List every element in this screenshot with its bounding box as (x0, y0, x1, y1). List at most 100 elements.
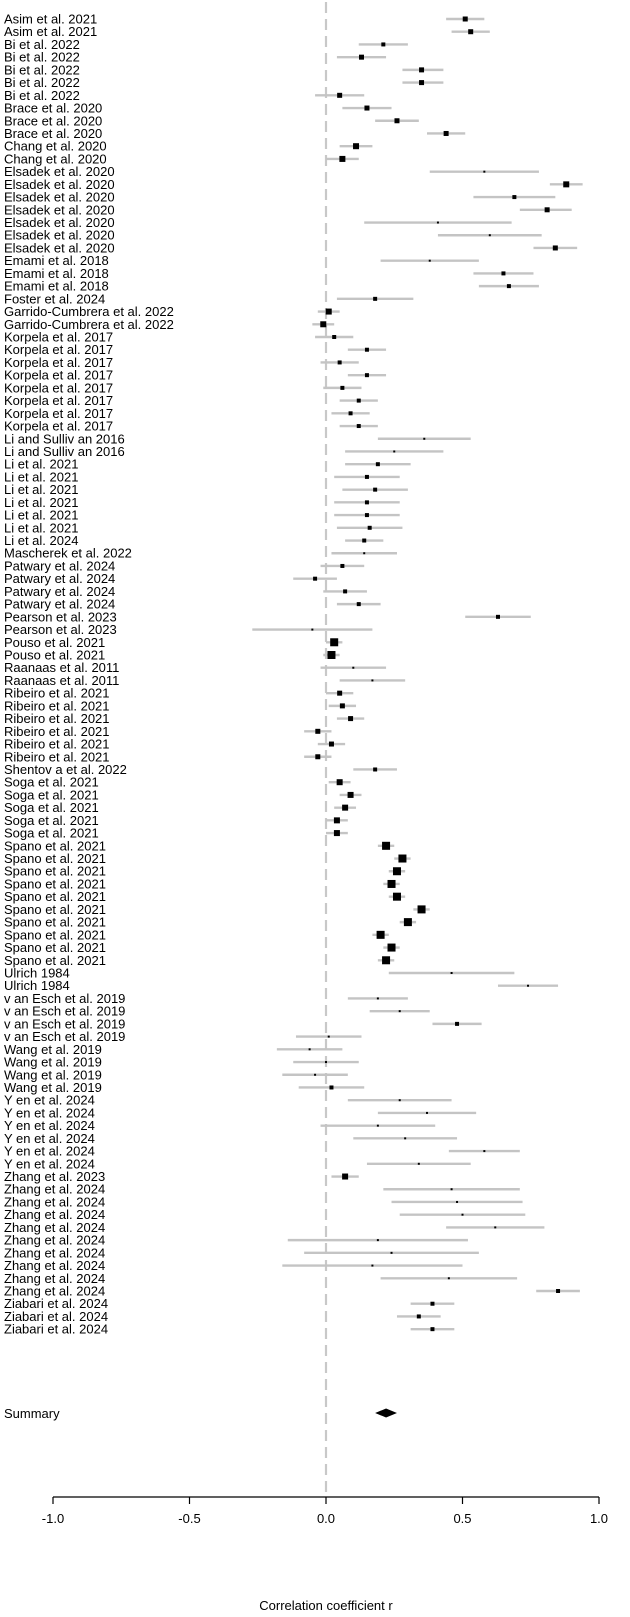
study-point (364, 347, 369, 352)
study-point (371, 1264, 374, 1267)
study-label: Soga et al. 2021 (4, 800, 99, 815)
study-point (315, 754, 321, 760)
study-label: Bi et al. 2022 (4, 37, 80, 52)
study-point (330, 638, 339, 647)
study-point (343, 589, 348, 594)
study-point (430, 1327, 435, 1332)
study-label: Ziabari et al. 2024 (4, 1296, 108, 1311)
study-point (495, 614, 500, 619)
study-label: Asim et al. 2021 (4, 24, 97, 39)
study-label: Li et al. 2021 (4, 508, 78, 523)
study-label: Raanaas et al. 2011 (4, 673, 119, 688)
point-layer (308, 16, 570, 1332)
study-label: Ribeiro et al. 2021 (4, 698, 110, 713)
summary-layer: Summary (4, 1406, 397, 1421)
study-point (419, 80, 425, 86)
study-point (364, 500, 369, 505)
study-point (328, 741, 334, 747)
study-label: Ribeiro et al. 2021 (4, 724, 110, 739)
study-point (339, 703, 345, 709)
study-label: Spano et al. 2021 (4, 902, 106, 917)
x-tick-label: 0.0 (317, 1511, 335, 1526)
study-point (362, 538, 367, 543)
study-label: Wang et al. 2019 (4, 1042, 102, 1057)
study-point (426, 1111, 429, 1114)
study-label: Y en et al. 2024 (4, 1118, 95, 1133)
study-label: Spano et al. 2021 (4, 851, 106, 866)
study-point (506, 284, 511, 289)
study-label: Pouso et al. 2021 (4, 635, 105, 650)
study-point (462, 16, 468, 22)
study-point (376, 930, 385, 939)
study-label: v an Esch et al. 2019 (4, 1016, 125, 1031)
study-point (364, 105, 370, 111)
study-point (376, 1124, 379, 1127)
study-label: Brace et al. 2020 (4, 126, 102, 141)
study-point (337, 690, 343, 696)
study-point (333, 830, 340, 837)
x-tick-label: 1.0 (590, 1511, 608, 1526)
study-point (436, 221, 439, 224)
study-label: Spano et al. 2021 (4, 864, 106, 879)
study-label: Pearson et al. 2023 (4, 609, 117, 624)
study-label: Raanaas et al. 2011 (4, 660, 119, 675)
study-point (348, 716, 354, 722)
study-label: Ulrich 1984 (4, 966, 70, 981)
study-point (364, 373, 369, 378)
study-label: Y en et al. 2024 (4, 1156, 95, 1171)
study-point (423, 437, 426, 440)
study-label: Bi et al. 2022 (4, 75, 80, 90)
study-point (455, 1021, 460, 1026)
study-label: Li et al. 2021 (4, 482, 78, 497)
study-point (404, 1137, 407, 1140)
study-point (393, 450, 396, 453)
study-point (315, 728, 321, 734)
study-label: v an Esch et al. 2019 (4, 1029, 125, 1044)
study-label: Ribeiro et al. 2021 (4, 711, 110, 726)
study-label: Zhang et al. 2024 (4, 1207, 105, 1222)
study-label: Li et al. 2021 (4, 520, 78, 535)
study-point (450, 1188, 453, 1191)
study-point (398, 1010, 401, 1013)
study-point (373, 767, 378, 772)
study-label: Spano et al. 2021 (4, 953, 106, 968)
study-point (419, 67, 425, 73)
study-point (352, 666, 355, 669)
study-label: Garrido-Cumbrera et al. 2022 (4, 317, 174, 332)
study-point (327, 1035, 330, 1038)
study-point (376, 1239, 379, 1242)
study-point (430, 1301, 435, 1306)
study-point (313, 576, 318, 581)
study-point (544, 207, 550, 213)
study-label: Soga et al. 2021 (4, 787, 99, 802)
study-label: Mascherek et al. 2022 (4, 546, 132, 561)
study-point (320, 321, 327, 328)
study-label: Korpela et al. 2017 (4, 330, 113, 345)
study-label: Li et al. 2021 (4, 457, 78, 472)
study-label: Bi et al. 2022 (4, 50, 80, 65)
x-axis: -1.0 -0.5 0.0 0.5 1.0 (42, 1496, 608, 1526)
study-point (311, 628, 314, 631)
study-label: Chang et al. 2020 (4, 151, 107, 166)
study-point (483, 1150, 486, 1153)
study-point (392, 867, 401, 876)
study-point (381, 42, 386, 47)
study-label: Patwary et al. 2024 (4, 584, 115, 599)
study-label: Ribeiro et al. 2021 (4, 686, 110, 701)
study-label: Zhang et al. 2024 (4, 1245, 105, 1260)
study-point (356, 398, 361, 403)
study-label: Patwary et al. 2024 (4, 597, 115, 612)
x-tick-label: -0.5 (178, 1511, 200, 1526)
study-label: Zhang et al. 2024 (4, 1284, 105, 1299)
study-point (494, 1226, 497, 1229)
study-point (333, 817, 340, 824)
study-point (376, 997, 379, 1000)
study-point (356, 602, 361, 607)
study-label: Korpela et al. 2017 (4, 393, 113, 408)
study-label: Shentov a et al. 2022 (4, 762, 127, 777)
study-label: v an Esch et al. 2019 (4, 1004, 125, 1019)
study-point (353, 143, 360, 150)
study-point (347, 791, 354, 798)
study-point (394, 118, 400, 124)
ci-layer (252, 17, 583, 1331)
